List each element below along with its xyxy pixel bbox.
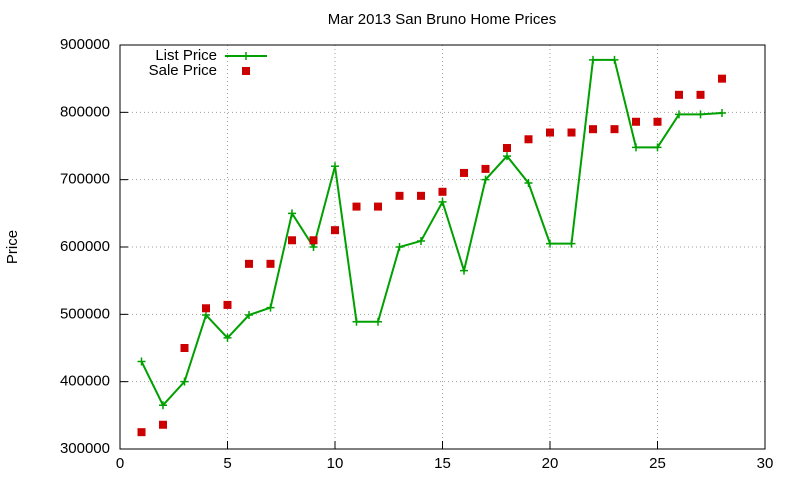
data-point	[567, 128, 576, 137]
data-point	[309, 236, 318, 245]
data-point	[352, 317, 361, 326]
data-point	[331, 226, 339, 235]
data-point	[653, 117, 662, 126]
data-point	[675, 90, 683, 99]
data-point	[374, 202, 382, 211]
data-point	[546, 239, 554, 248]
data-point	[524, 135, 533, 144]
data-point	[417, 191, 425, 200]
plot-frame	[119, 44, 766, 450]
data-point	[481, 175, 490, 184]
data-point	[159, 420, 167, 429]
y-tick-label: 300000	[60, 440, 110, 457]
data-point	[632, 143, 640, 152]
y-tick-label: 600000	[60, 238, 110, 255]
data-point	[417, 236, 425, 245]
data-point	[266, 303, 275, 312]
x-tick-label: 15	[434, 455, 451, 472]
data-point	[223, 333, 232, 342]
data-point	[696, 110, 705, 119]
data-point	[438, 187, 447, 196]
data-point	[137, 357, 146, 366]
legend-marker	[242, 67, 250, 75]
x-tick-label: 5	[223, 455, 231, 472]
data-point	[180, 377, 189, 386]
legend-label: Sale Price	[149, 62, 217, 79]
data-point	[610, 125, 619, 134]
x-tick-label: 10	[327, 455, 344, 472]
data-point	[610, 55, 619, 64]
data-point	[395, 191, 404, 200]
y-tick-label: 400000	[60, 373, 110, 390]
data-point	[202, 304, 210, 313]
data-point	[245, 259, 253, 268]
x-tick-label: 20	[542, 455, 559, 472]
data-point	[352, 202, 361, 211]
data-point	[202, 311, 210, 320]
data-point	[589, 125, 597, 134]
y-axis-label: Price	[4, 230, 21, 264]
x-tick-label: 25	[649, 455, 666, 472]
data-point	[653, 143, 662, 152]
legend-label: List Price	[155, 47, 217, 64]
data-point	[503, 144, 511, 153]
data-point	[718, 74, 726, 83]
data-point	[288, 236, 296, 245]
data-point	[288, 209, 296, 218]
data-point	[223, 300, 232, 309]
data-point	[718, 109, 726, 118]
data-point	[460, 266, 468, 275]
y-tick-label: 800000	[60, 103, 110, 120]
data-point	[546, 128, 554, 137]
data-point	[524, 179, 533, 188]
data-point	[245, 311, 253, 320]
data-point	[159, 401, 167, 410]
data-point	[180, 344, 189, 352]
data-point	[331, 162, 339, 171]
y-tick-label: 700000	[60, 171, 110, 188]
data-point	[589, 55, 597, 64]
data-point	[503, 152, 511, 161]
data-point	[137, 428, 146, 437]
data-point	[395, 243, 404, 251]
data-point	[266, 259, 275, 268]
data-point	[438, 197, 447, 206]
data-point	[675, 110, 683, 119]
data-point	[309, 243, 318, 251]
x-tick-label: 30	[757, 455, 774, 472]
y-tick-label: 500000	[60, 305, 110, 322]
data-point	[632, 117, 640, 126]
series-line	[140, 58, 723, 407]
x-tick-label: 0	[116, 455, 124, 472]
data-point	[460, 168, 468, 177]
legend-marker	[242, 52, 250, 60]
chart-title: Mar 2013 San Bruno Home Prices	[328, 11, 556, 28]
data-point	[567, 239, 576, 248]
data-point	[374, 317, 382, 326]
data-point	[696, 90, 705, 99]
y-tick-label: 900000	[60, 36, 110, 53]
data-point	[481, 164, 490, 173]
